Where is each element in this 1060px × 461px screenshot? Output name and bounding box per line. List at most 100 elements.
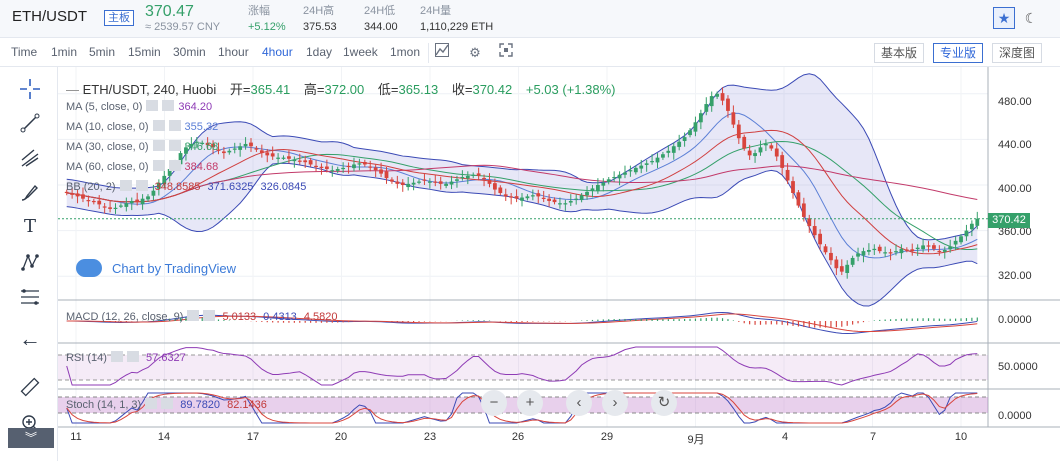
ma5-settings-icon[interactable]	[146, 100, 159, 111]
basic-view-button[interactable]: 基本版	[874, 43, 925, 63]
candle-body	[254, 148, 259, 150]
settings-gear-icon[interactable]: ⚙	[469, 45, 481, 60]
ma30-close-icon[interactable]	[168, 140, 181, 151]
time-tick: 23	[423, 431, 437, 443]
macd-close-icon[interactable]	[203, 310, 216, 321]
candle-body	[677, 141, 682, 147]
favorite-star-icon[interactable]: ★	[993, 7, 1015, 29]
ma10-legend[interactable]: MA (10, close, 0) 355.32	[66, 120, 219, 133]
ma10-close-icon[interactable]	[168, 120, 181, 131]
ma60-settings-icon[interactable]	[152, 160, 165, 171]
candle-body	[796, 192, 801, 206]
candle-body	[292, 159, 297, 162]
ma5-close-icon[interactable]	[162, 100, 175, 111]
candle-body	[818, 233, 823, 245]
chart-canvas[interactable]	[58, 67, 1060, 461]
price-tick: 480.00	[998, 96, 1032, 108]
candle-body	[146, 196, 150, 200]
candle-body	[536, 193, 541, 197]
tradingview-logo[interactable]: Chart by TradingView	[76, 259, 236, 277]
low-label: 24H低	[364, 5, 396, 17]
tf-5min[interactable]: 5min	[89, 45, 116, 59]
scroll-left-chevron-icon[interactable]: ‹	[566, 390, 592, 416]
time-tick: 9月	[687, 434, 705, 446]
pro-view-button[interactable]: 专业版	[933, 43, 984, 63]
candle-body	[281, 157, 286, 159]
collapse-chevron-down-icon[interactable]: ︾	[8, 428, 54, 448]
ma60-close-icon[interactable]	[168, 160, 181, 171]
chart-area[interactable]: — ETH/USDT, 240, Huobi 开=365.41 高=372.00…	[58, 67, 1060, 461]
tf-30min[interactable]: 30min	[173, 45, 206, 59]
stoch-close-icon[interactable]	[161, 398, 174, 409]
candle-body	[427, 181, 432, 183]
tf-1mon[interactable]: 1mon	[390, 45, 421, 59]
tf-time[interactable]: Time	[11, 45, 38, 59]
ruler-icon[interactable]	[14, 373, 46, 401]
stoch-legend[interactable]: Stoch (14, 1, 3) 89.7820 82.1436	[66, 398, 267, 411]
candle-body	[395, 181, 400, 184]
rsi-legend[interactable]: RSI (14) 57.6327	[66, 351, 186, 364]
ma30-settings-icon[interactable]	[152, 140, 165, 151]
candle-body	[129, 200, 134, 204]
price-axis[interactable]: 480.00 440.00 400.00 360.00 320.00 0.000…	[988, 67, 1060, 427]
brush-icon[interactable]	[14, 179, 46, 207]
tf-4hour[interactable]: 4hour	[262, 45, 293, 59]
pitchfork-icon[interactable]	[14, 144, 46, 172]
bb-settings-icon[interactable]	[119, 180, 132, 191]
candle-body	[921, 245, 925, 250]
candle-body	[384, 171, 389, 179]
last-price: 370.47	[145, 3, 194, 20]
time-tick: 14	[157, 431, 171, 443]
candle-body	[655, 157, 660, 163]
rsi-close-icon[interactable]	[126, 351, 139, 362]
ma60-legend[interactable]: MA (60, close, 0) 384.68	[66, 160, 219, 173]
tf-1min[interactable]: 1min	[51, 45, 78, 59]
board-badge[interactable]: 主板	[104, 10, 134, 26]
macd-legend[interactable]: MACD (12, 26, close, 9) 5.0133 0.4313 4.…	[66, 310, 338, 323]
bb-legend[interactable]: BB (20, 2) 348.8585 371.6325 326.0845	[66, 180, 307, 193]
zoom-in-plus-icon[interactable]: +	[517, 390, 543, 416]
scroll-right-chevron-icon[interactable]: ›	[602, 390, 628, 416]
candle-body	[948, 246, 953, 250]
back-arrow-icon[interactable]: ←	[19, 326, 41, 351]
zoom-out-minus-icon[interactable]: −	[481, 390, 507, 416]
chart-collapse-icon[interactable]: —	[66, 82, 79, 97]
rsi-settings-icon[interactable]	[110, 351, 123, 362]
fullscreen-icon[interactable]	[496, 43, 516, 63]
crosshair-icon[interactable]	[14, 75, 46, 103]
candle-body	[666, 150, 671, 153]
time-axis[interactable]: 11 14 17 20 23 26 29 9月 4 7 10	[58, 429, 988, 449]
chart-type-icon[interactable]	[432, 43, 452, 63]
tf-1day[interactable]: 1day	[306, 45, 333, 59]
ma30-legend[interactable]: MA (30, close, 0) 346.68	[66, 140, 219, 153]
fib-retracement-icon[interactable]	[14, 283, 46, 311]
macd-settings-icon[interactable]	[187, 310, 200, 321]
depth-view-button[interactable]: 深度图	[992, 43, 1043, 63]
trend-line-icon[interactable]	[14, 109, 46, 137]
ma10-settings-icon[interactable]	[152, 120, 165, 131]
ma5-legend[interactable]: MA (5, close, 0) 364.20	[66, 100, 213, 113]
candle-body	[270, 153, 275, 157]
candle-body	[758, 147, 763, 153]
stoch-settings-icon[interactable]	[145, 398, 158, 409]
tf-15min[interactable]: 15min	[128, 45, 161, 59]
night-mode-moon-icon[interactable]: ☾	[1024, 10, 1038, 26]
header: ETH/USDT 主板 370.47 ≈ 2539.57 CNY 涨幅 +5.1…	[0, 0, 1060, 38]
pattern-icon[interactable]	[14, 248, 46, 276]
candle-body	[471, 174, 476, 176]
candle-body	[568, 200, 573, 203]
candle-body	[460, 177, 465, 179]
reset-chart-icon[interactable]: ↻	[651, 390, 677, 416]
candle-body	[362, 161, 367, 165]
text-tool-icon[interactable]: T	[23, 216, 36, 237]
candle-body	[623, 172, 627, 175]
bb-close-icon[interactable]	[135, 180, 148, 191]
candle-body	[265, 152, 270, 156]
open-value: 365.41	[250, 82, 291, 97]
stoch-axis-tick: 0.0000	[998, 410, 1032, 422]
candle-body	[303, 160, 308, 163]
candle-body	[259, 150, 264, 154]
tf-1week[interactable]: 1week	[343, 45, 378, 59]
tf-1hour[interactable]: 1hour	[218, 45, 249, 59]
candle-body	[352, 164, 356, 169]
